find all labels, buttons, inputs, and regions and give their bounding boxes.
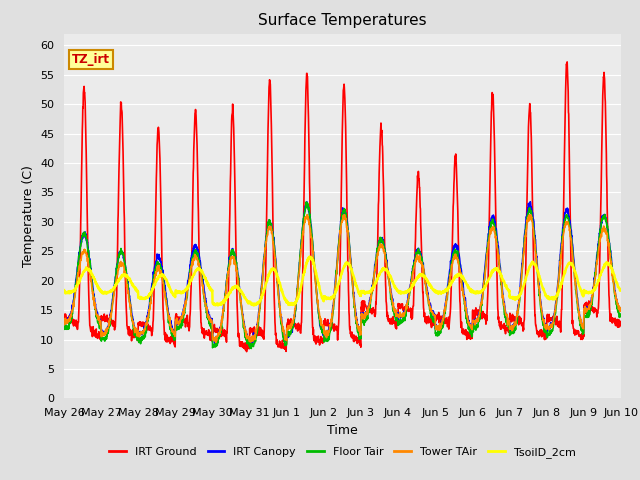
Legend: IRT Ground, IRT Canopy, Floor Tair, Tower TAir, TsoilD_2cm: IRT Ground, IRT Canopy, Floor Tair, Towe… xyxy=(105,443,580,462)
Text: TZ_irt: TZ_irt xyxy=(72,53,110,66)
Title: Surface Temperatures: Surface Temperatures xyxy=(258,13,427,28)
Y-axis label: Temperature (C): Temperature (C) xyxy=(22,165,35,267)
X-axis label: Time: Time xyxy=(327,424,358,437)
